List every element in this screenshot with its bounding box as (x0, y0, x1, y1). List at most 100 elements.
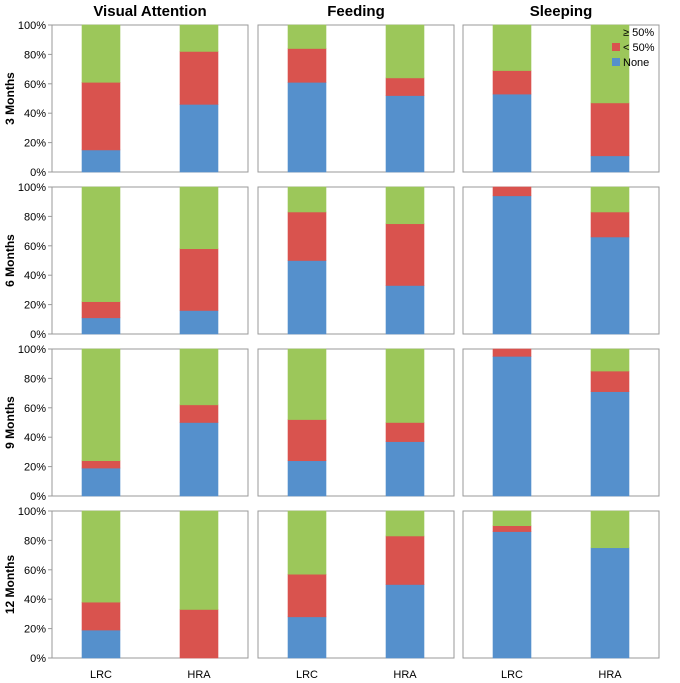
y-tick-label: 80% (24, 211, 46, 223)
bar-9-months-feeding-hra-lt50 (385, 422, 425, 442)
bar-3-months-sleeping-lrc-gte50 (492, 24, 532, 71)
bar-9-months-visual-attention-lrc-lt50 (81, 460, 121, 469)
bar-3-months-visual-attention-hra-none (179, 104, 219, 173)
x-category-label-hra: HRA (598, 669, 622, 681)
column-title-feeding: Feeding (327, 3, 385, 20)
bar-3-months-feeding-hra-gte50 (385, 24, 425, 79)
y-tick-label: 100% (18, 506, 46, 518)
bar-9-months-feeding-lrc-none (287, 460, 327, 497)
bar-9-months-sleeping-hra-gte50 (590, 348, 630, 372)
bar-3-months-sleeping-hra-gte50 (590, 24, 630, 104)
y-tick-label: 100% (18, 344, 46, 356)
bar-12-months-sleeping-lrc-none (492, 531, 532, 659)
bar-3-months-feeding-lrc-none (287, 82, 327, 173)
bar-3-months-sleeping-lrc-none (492, 93, 532, 173)
bar-6-months-visual-attention-lrc-none (81, 317, 121, 335)
panel-frame-6-months-feeding (257, 186, 455, 335)
panel-frame-12-months-feeding (257, 510, 455, 659)
x-category-label-lrc: LRC (501, 669, 523, 681)
bar-12-months-feeding-lrc-gte50 (287, 510, 327, 575)
bar-3-months-visual-attention-hra-gte50 (179, 24, 219, 52)
bar-6-months-sleeping-hra-lt50 (590, 211, 630, 238)
bar-3-months-feeding-lrc-lt50 (287, 48, 327, 83)
bar-9-months-visual-attention-hra-gte50 (179, 348, 219, 406)
y-tick-label: 0% (30, 167, 46, 179)
bar-12-months-feeding-hra-lt50 (385, 535, 425, 585)
bar-6-months-sleeping-lrc-none (492, 195, 532, 335)
row-title-3-months: 3 Months (3, 72, 17, 125)
bar-3-months-feeding-hra-none (385, 95, 425, 173)
legend-label-gte50: ≥ 50% (623, 27, 654, 39)
bar-12-months-sleeping-lrc-lt50 (492, 525, 532, 532)
x-category-label-hra: HRA (187, 669, 211, 681)
bar-6-months-sleeping-lrc-lt50 (492, 186, 532, 197)
bar-9-months-sleeping-lrc-none (492, 356, 532, 497)
y-tick-label: 80% (24, 373, 46, 385)
bar-12-months-visual-attention-lrc-lt50 (81, 601, 121, 631)
legend-swatch-none (612, 58, 620, 66)
panel-frame-9-months-feeding (257, 348, 455, 497)
y-tick-label: 0% (30, 329, 46, 341)
bar-3-months-feeding-lrc-gte50 (287, 24, 327, 49)
panel-frame-3-months-feeding (257, 24, 455, 173)
panel-frame-3-months-visual-attention (51, 24, 249, 173)
x-category-label-lrc: LRC (90, 669, 112, 681)
panel-frame-6-months-visual-attention (51, 186, 249, 335)
bar-6-months-sleeping-hra-none (590, 236, 630, 335)
row-title-12-months: 12 Months (3, 555, 17, 615)
panel-frame-9-months-visual-attention (51, 348, 249, 497)
bar-12-months-visual-attention-lrc-none (81, 629, 121, 659)
bar-12-months-visual-attention-lrc-gte50 (81, 510, 121, 603)
column-title-sleeping: Sleeping (530, 3, 593, 20)
legend-label-none: None (623, 57, 649, 69)
bar-9-months-visual-attention-lrc-none (81, 467, 121, 497)
bar-6-months-sleeping-hra-gte50 (590, 186, 630, 213)
bar-9-months-sleeping-lrc-lt50 (492, 348, 532, 357)
bar-9-months-feeding-lrc-gte50 (287, 348, 327, 420)
y-tick-label: 0% (30, 491, 46, 503)
y-tick-label: 60% (24, 403, 46, 415)
x-category-label-hra: HRA (393, 669, 417, 681)
bar-3-months-visual-attention-lrc-none (81, 149, 121, 173)
y-tick-label: 80% (24, 535, 46, 547)
bar-6-months-visual-attention-lrc-gte50 (81, 186, 121, 302)
panel-frame-9-months-sleeping (462, 348, 660, 497)
y-tick-label: 20% (24, 138, 46, 150)
bar-6-months-visual-attention-hra-lt50 (179, 248, 219, 311)
bar-9-months-visual-attention-hra-none (179, 422, 219, 497)
bar-12-months-feeding-lrc-lt50 (287, 573, 327, 618)
bar-9-months-sleeping-hra-lt50 (590, 370, 630, 392)
y-tick-label: 20% (24, 300, 46, 312)
bar-6-months-feeding-hra-none (385, 285, 425, 335)
y-tick-label: 60% (24, 79, 46, 91)
y-tick-label: 20% (24, 462, 46, 474)
bar-12-months-sleeping-hra-gte50 (590, 510, 630, 549)
y-tick-label: 100% (18, 20, 46, 32)
bar-6-months-feeding-lrc-lt50 (287, 211, 327, 261)
y-tick-label: 100% (18, 182, 46, 194)
bar-6-months-visual-attention-hra-gte50 (179, 186, 219, 250)
bar-6-months-visual-attention-hra-none (179, 310, 219, 335)
bar-3-months-sleeping-lrc-lt50 (492, 70, 532, 95)
bar-12-months-visual-attention-hra-lt50 (179, 609, 219, 659)
panel-frame-12-months-visual-attention (51, 510, 249, 659)
bar-12-months-feeding-hra-none (385, 584, 425, 659)
bar-12-months-sleeping-lrc-gte50 (492, 510, 532, 526)
bar-9-months-feeding-hra-gte50 (385, 348, 425, 423)
y-tick-label: 0% (30, 653, 46, 665)
legend-label-lt50: < 50% (623, 42, 655, 54)
y-tick-label: 40% (24, 108, 46, 120)
panel-frame-12-months-sleeping (462, 510, 660, 659)
bar-6-months-visual-attention-lrc-lt50 (81, 301, 121, 319)
y-tick-label: 40% (24, 270, 46, 282)
column-title-visual-attention: Visual Attention (93, 3, 206, 20)
y-tick-label: 40% (24, 432, 46, 444)
bar-9-months-feeding-lrc-lt50 (287, 419, 327, 462)
y-tick-label: 20% (24, 624, 46, 636)
bar-9-months-feeding-hra-none (385, 441, 425, 497)
row-title-9-months: 9 Months (3, 396, 17, 449)
bar-9-months-visual-attention-hra-lt50 (179, 404, 219, 423)
bar-3-months-sleeping-hra-none (590, 155, 630, 173)
